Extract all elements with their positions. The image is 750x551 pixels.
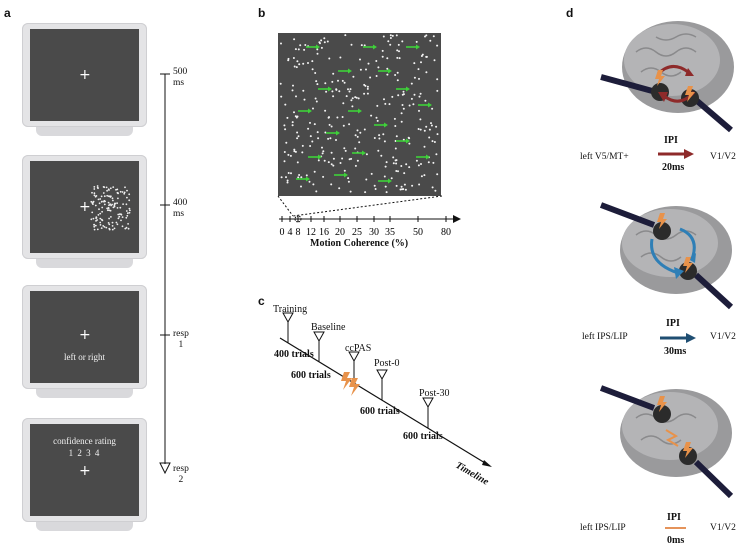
fixation-cross: + <box>79 199 91 215</box>
motion-arrow <box>308 154 322 160</box>
trials-post-30: 600 trials <box>403 431 443 442</box>
tick-label: 4 <box>288 227 293 238</box>
response-prompt: left or right <box>64 352 105 362</box>
tms-coil-handle <box>693 272 734 310</box>
tick-label: 35 <box>385 227 395 238</box>
ipi-value: 20ms <box>662 162 685 173</box>
tms-coil-handle <box>600 74 657 95</box>
milestone-post-0: Post-0 <box>374 358 400 369</box>
motion-arrow <box>363 44 377 50</box>
confidence-scale: 1 2 3 4 <box>68 448 101 458</box>
panel-label-d: d <box>566 6 574 20</box>
motion-arrow <box>348 108 362 114</box>
motion-arrow <box>298 108 312 114</box>
tms-coil-handle <box>694 97 733 133</box>
motion-arrow <box>378 178 392 184</box>
screen: + left or right <box>30 291 139 383</box>
panel-label-b: b <box>258 6 266 20</box>
motion-arrow <box>338 68 352 74</box>
tick-label: 0 <box>280 227 285 238</box>
source-label-ips: left IPS/LIP <box>582 332 628 342</box>
motion-arrow <box>378 68 392 74</box>
motion-arrow <box>374 122 388 128</box>
milestone-post-30: Post-30 <box>419 388 450 399</box>
panel-label-a: a <box>4 6 11 20</box>
timeline-label-1: 500 ms <box>173 67 188 88</box>
fixation-cross: + <box>79 463 91 479</box>
motion-arrow <box>326 130 340 136</box>
milestone-ccpas: ccPAS <box>345 343 372 354</box>
trials-post-0: 600 trials <box>360 406 400 417</box>
ipi-label: IPI <box>666 318 680 329</box>
ipi-line <box>665 527 686 529</box>
milestone-training: Training <box>273 304 308 315</box>
motion-arrow <box>318 86 332 92</box>
tick-label: 8 <box>296 227 301 238</box>
tick-label: 20 <box>335 227 345 238</box>
confidence-prompt: confidence rating <box>53 436 116 446</box>
trial-timeline <box>159 73 171 475</box>
fixation-cross: + <box>79 67 91 83</box>
tms-coil <box>679 262 697 280</box>
ipi-arrow <box>658 149 694 159</box>
milestone-baseline: Baseline <box>311 322 346 333</box>
tick-label: 30 <box>369 227 379 238</box>
ipi-value: 0ms <box>667 535 685 546</box>
tick-label: 25 <box>352 227 362 238</box>
brain-diagram-v5 <box>600 21 734 133</box>
panel-label-c: c <box>258 294 265 308</box>
tms-coil-handle <box>599 385 656 411</box>
motion-arrow <box>416 154 430 160</box>
tick-label: 12 <box>306 227 316 238</box>
dot-field <box>278 33 441 196</box>
timeline-axis <box>279 337 491 467</box>
monitor-response-2: confidence rating 1 2 3 4 + <box>22 418 147 533</box>
ipi-arrow <box>660 333 696 343</box>
motion-arrow <box>306 44 320 50</box>
motion-arrow <box>396 86 410 92</box>
motion-arrow <box>352 150 366 156</box>
target-label: V1/V2 <box>710 523 736 533</box>
timeline-label-3: resp 1 <box>173 329 189 350</box>
timeline-label-2: 400 ms <box>173 198 188 219</box>
coherence-axis-label: Motion Coherence (%) <box>310 238 409 249</box>
timeline-label-4: resp 2 <box>173 464 189 485</box>
ipi-label: IPI <box>664 135 678 146</box>
monitor-response-1: + left or right <box>22 285 147 400</box>
source-label-v5: left V5/MT+ <box>580 152 629 162</box>
target-label: V1/V2 <box>710 152 736 162</box>
monitor-fixation: + <box>22 23 147 138</box>
fixation-cross: + <box>79 327 91 343</box>
ipi-value: 30ms <box>664 346 687 357</box>
tms-pulse-icon <box>341 372 360 396</box>
screen: + <box>30 161 139 253</box>
coherence-axis: 0 4 8 12 16 20 25 30 35 50 80 <box>277 195 461 238</box>
trials-training: 400 trials <box>274 349 314 360</box>
tick-label: 16 <box>319 227 329 238</box>
dot-motion-stimulus <box>90 185 131 231</box>
monitor-stimulus: + <box>22 155 147 270</box>
brain-diagram-ips <box>599 202 734 310</box>
ipi-label: IPI <box>667 512 681 523</box>
motion-arrow <box>406 44 420 50</box>
panel-c-session-timeline <box>279 312 492 467</box>
tms-coil-handle <box>599 202 656 228</box>
screen: + <box>30 29 139 121</box>
tms-coil <box>653 405 671 423</box>
random-dots <box>279 34 439 194</box>
target-label: V1/V2 <box>710 332 736 342</box>
source-label-ips-control: left IPS/LIP <box>580 523 626 533</box>
motion-arrow <box>296 176 310 182</box>
motion-arrow <box>334 172 348 178</box>
tick-label: 50 <box>413 227 423 238</box>
screen: confidence rating 1 2 3 4 + <box>30 424 139 516</box>
trials-baseline: 600 trials <box>291 370 331 381</box>
motion-arrow <box>418 102 432 108</box>
tms-coil-handle <box>693 459 734 499</box>
tms-coil <box>653 222 671 240</box>
brain-diagram-ips-control <box>599 385 734 499</box>
tms-coil <box>679 447 697 465</box>
motion-arrow <box>396 138 410 144</box>
tick-label: 80 <box>441 227 451 238</box>
